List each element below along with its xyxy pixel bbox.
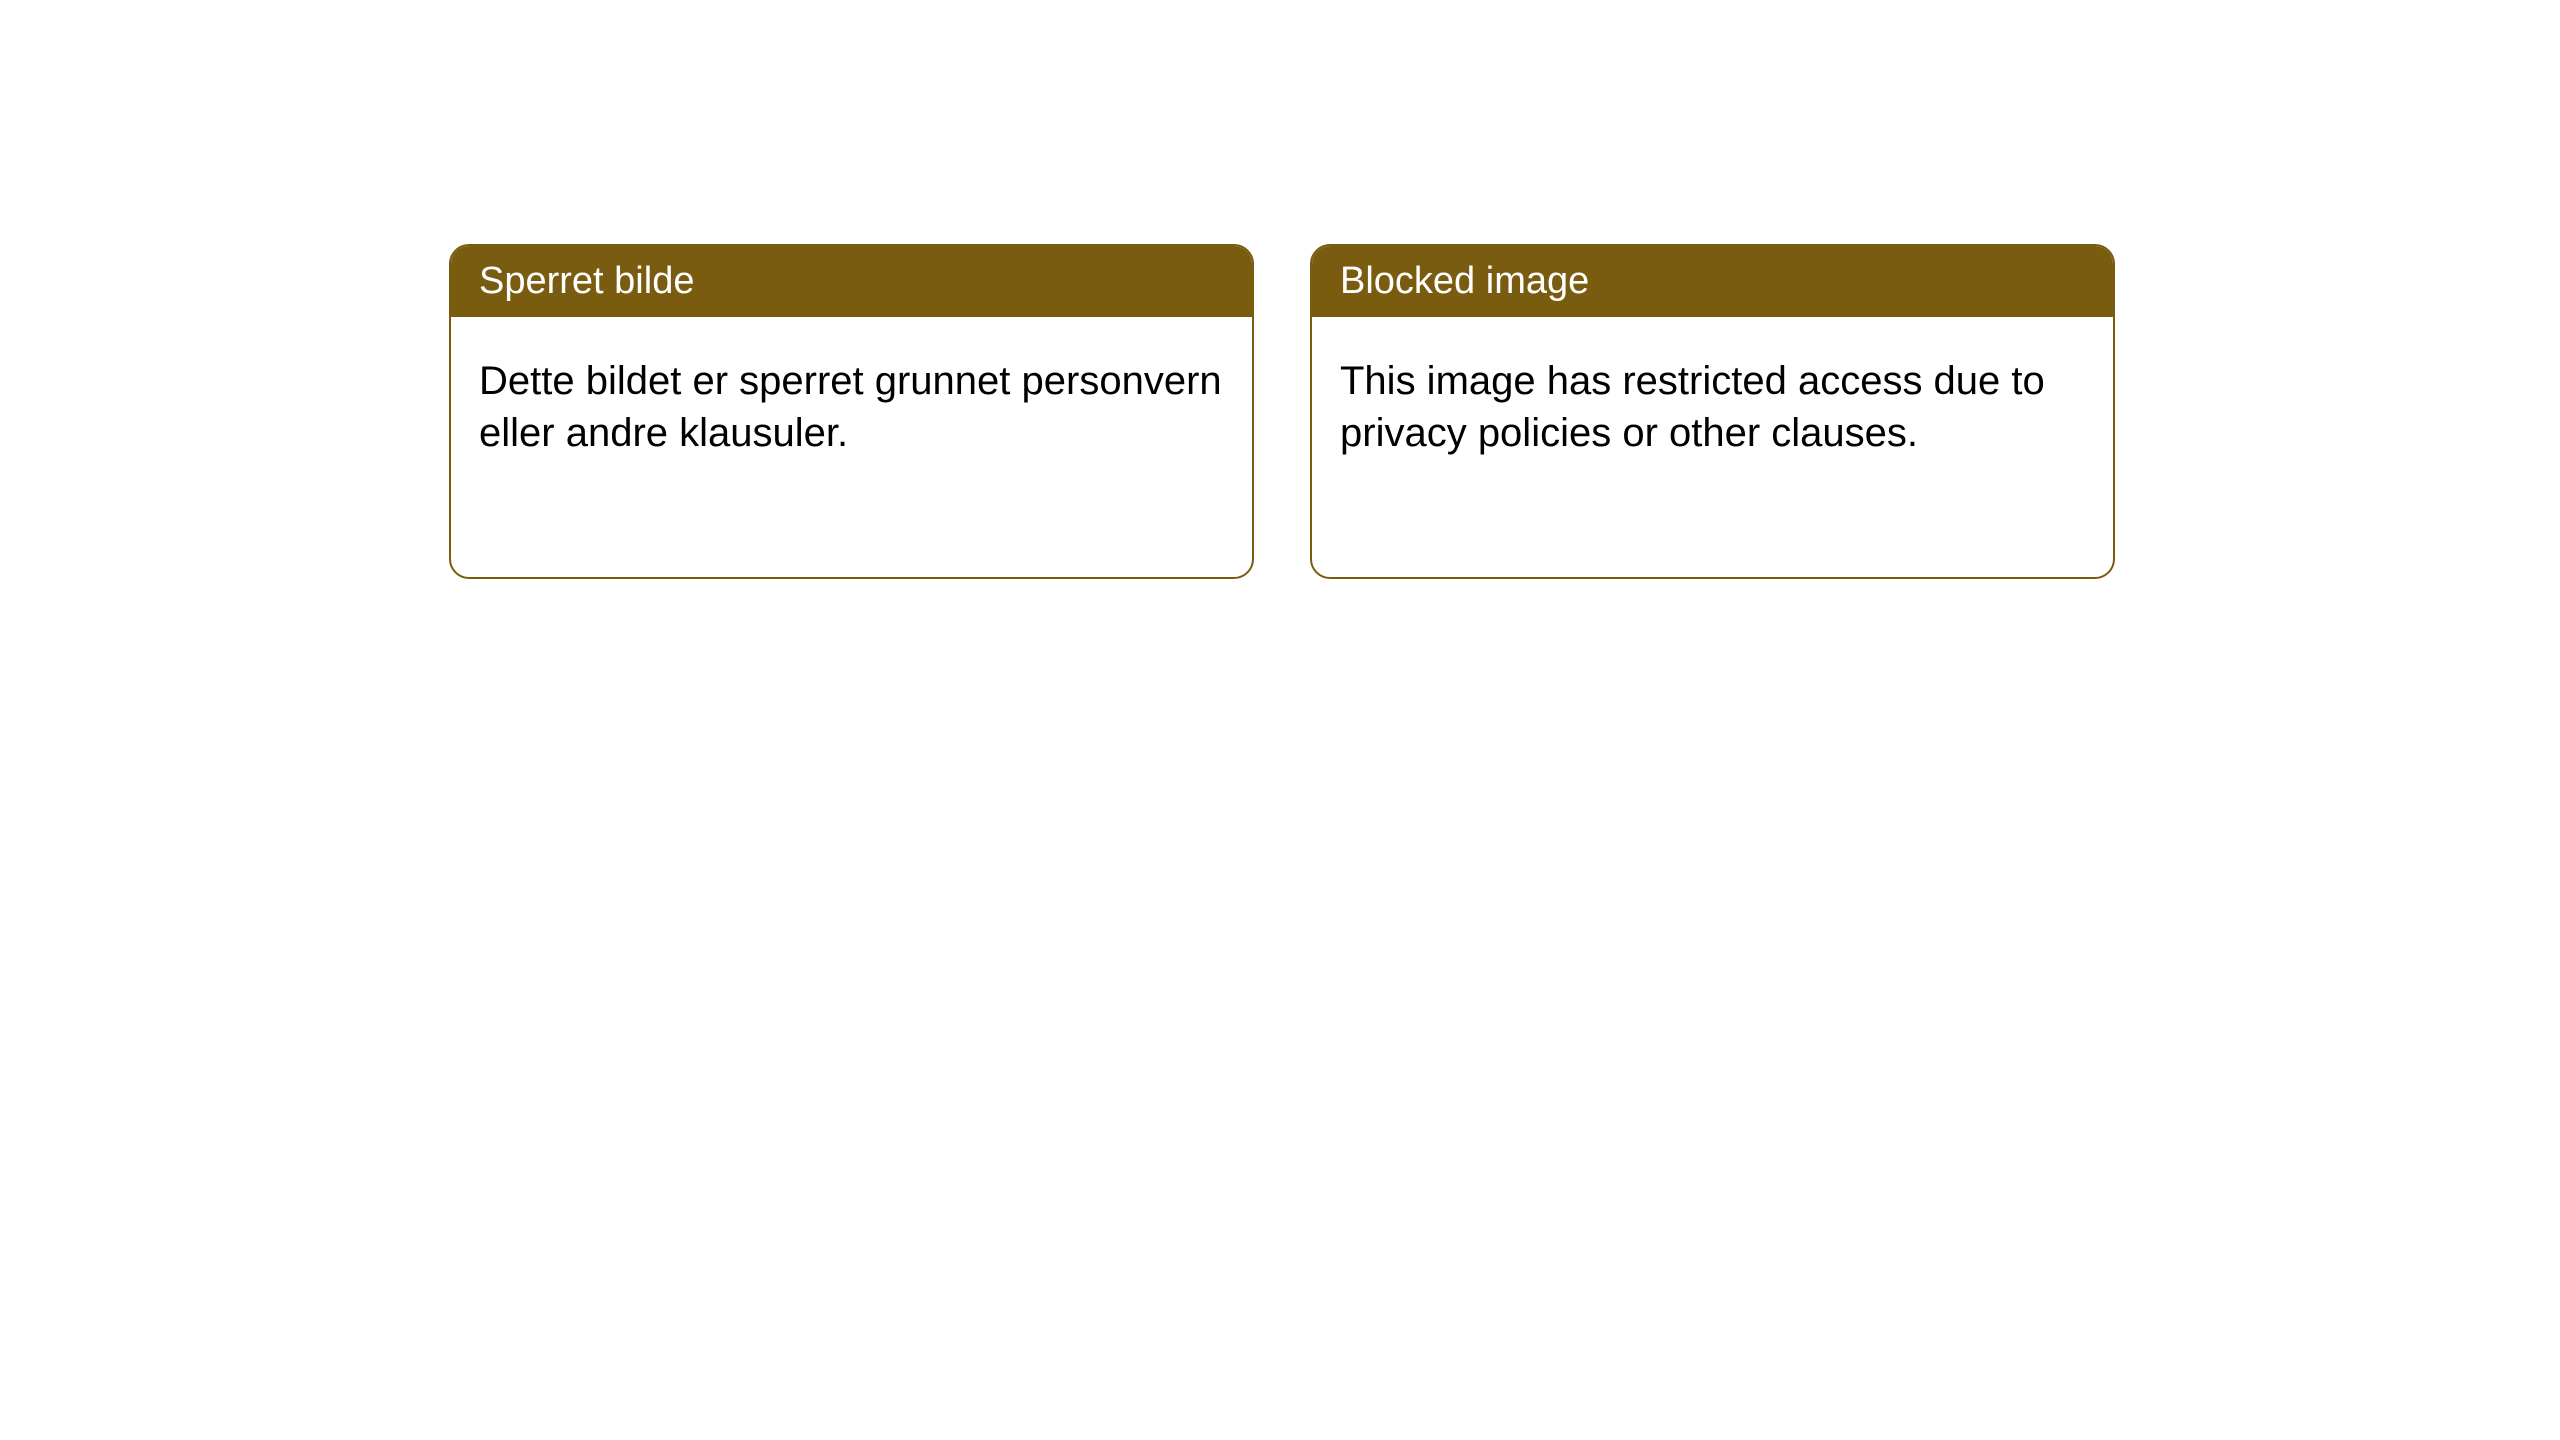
notice-card-header: Sperret bilde (451, 246, 1252, 317)
notice-card-header-text: Blocked image (1340, 260, 1589, 302)
notice-card-header-text: Sperret bilde (479, 260, 694, 302)
notice-card-norwegian: Sperret bilde Dette bildet er sperret gr… (449, 244, 1254, 579)
notice-card-english: Blocked image This image has restricted … (1310, 244, 2115, 579)
notice-card-body-text: Dette bildet er sperret grunnet personve… (479, 359, 1222, 455)
notice-card-body: This image has restricted access due to … (1312, 317, 2113, 497)
notice-cards-container: Sperret bilde Dette bildet er sperret gr… (449, 244, 2115, 579)
notice-card-body: Dette bildet er sperret grunnet personve… (451, 317, 1252, 497)
notice-card-body-text: This image has restricted access due to … (1340, 359, 2045, 455)
notice-card-header: Blocked image (1312, 246, 2113, 317)
